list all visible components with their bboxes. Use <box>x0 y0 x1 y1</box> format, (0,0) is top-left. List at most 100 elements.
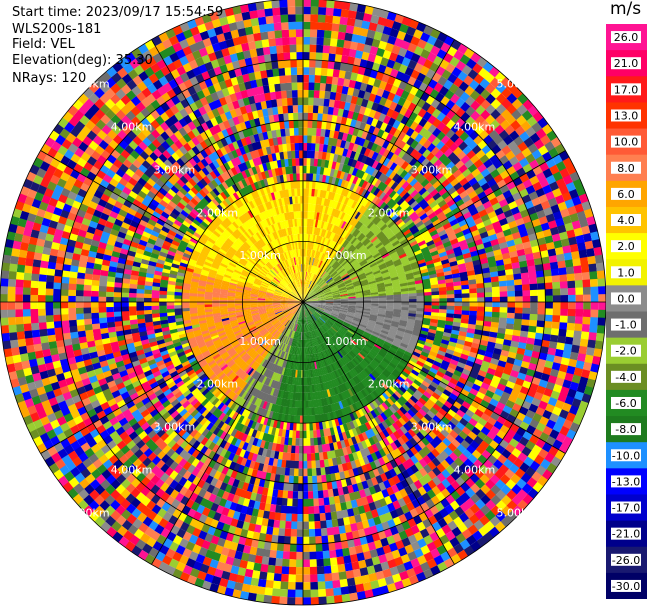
velocity-bin <box>280 573 289 582</box>
velocity-bin <box>321 284 329 290</box>
velocity-bin <box>328 281 336 287</box>
velocity-bin <box>567 308 576 317</box>
velocity-bin <box>298 453 303 462</box>
velocity-bin <box>352 184 359 193</box>
velocity-bin <box>312 498 320 507</box>
velocity-bin <box>319 270 325 278</box>
velocity-bin <box>392 119 402 130</box>
velocity-bin <box>364 219 373 228</box>
velocity-bin <box>377 260 386 267</box>
velocity-bin <box>552 281 561 290</box>
velocity-bin <box>340 204 347 213</box>
velocity-bin <box>315 276 321 284</box>
velocity-bin <box>447 186 457 196</box>
velocity-bin <box>318 269 324 277</box>
velocity-bin <box>337 108 345 117</box>
velocity-bin <box>322 45 331 54</box>
velocity-bin <box>339 62 348 72</box>
velocity-bin <box>313 166 318 174</box>
velocity-bin <box>311 283 317 290</box>
velocity-bin <box>560 302 569 310</box>
velocity-bin <box>461 288 470 295</box>
velocity-bin <box>370 248 379 255</box>
velocity-bin <box>421 230 430 238</box>
velocity-bin <box>311 257 315 266</box>
velocity-bin <box>304 385 308 393</box>
velocity-bin <box>567 280 576 289</box>
velocity-bin <box>383 185 391 195</box>
velocity-bin <box>312 490 319 499</box>
velocity-bin <box>320 159 326 168</box>
velocity-bin <box>384 177 393 186</box>
velocity-bin <box>316 277 322 285</box>
velocity-bin <box>309 52 317 60</box>
velocity-bin <box>506 285 515 292</box>
velocity-bin <box>375 162 383 171</box>
velocity-bin <box>396 208 405 217</box>
velocity-bin <box>305 287 309 295</box>
velocity-bin <box>328 207 334 216</box>
velocity-bin <box>342 213 348 222</box>
velocity-bin <box>305 415 310 424</box>
velocity-bin <box>307 280 311 288</box>
velocity-bin <box>317 251 321 260</box>
velocity-bin <box>303 188 307 196</box>
velocity-bin <box>431 294 440 299</box>
velocity-bin <box>488 129 500 141</box>
velocity-bin <box>306 249 309 257</box>
velocity-bin <box>323 254 329 263</box>
velocity-bin <box>374 254 382 261</box>
velocity-bin <box>404 194 414 204</box>
velocity-bin <box>334 54 343 63</box>
velocity-bin <box>305 264 308 272</box>
velocity-bin <box>451 222 461 231</box>
velocity-bin <box>310 453 316 461</box>
velocity-bin <box>431 137 442 147</box>
velocity-bin <box>386 151 395 161</box>
velocity-bin <box>418 127 429 137</box>
velocity-bin <box>441 191 451 200</box>
velocity-bin <box>313 250 317 259</box>
velocity-bin <box>581 271 591 281</box>
velocity-bin <box>307 289 312 296</box>
velocity-bin <box>317 235 321 244</box>
velocity-bin <box>332 107 340 116</box>
velocity-bin <box>469 208 479 217</box>
velocity-bin <box>375 23 386 34</box>
velocity-bin <box>348 10 358 20</box>
velocity-bin <box>295 559 303 568</box>
velocity-bin <box>318 6 327 16</box>
velocity-bin <box>329 91 337 101</box>
velocity-bin <box>315 289 323 294</box>
velocity-bin <box>314 287 321 293</box>
velocity-bin <box>315 59 323 68</box>
velocity-bin <box>490 168 501 179</box>
velocity-bin <box>582 279 591 289</box>
velocity-bin <box>399 106 409 116</box>
velocity-bin <box>371 160 380 170</box>
velocity-bin <box>338 186 344 195</box>
velocity-bin <box>382 166 390 176</box>
velocity-bin <box>387 117 397 127</box>
velocity-bin <box>521 284 530 292</box>
velocity-bin <box>336 266 344 273</box>
velocity-bin <box>363 228 371 237</box>
velocity-bin <box>431 168 441 178</box>
velocity-bin <box>318 212 323 221</box>
velocity-bin <box>369 203 378 213</box>
velocity-bin <box>499 285 508 293</box>
velocity-bin <box>431 233 440 241</box>
velocity-bin <box>358 187 365 196</box>
velocity-bin <box>288 551 297 560</box>
velocity-bin <box>408 211 418 220</box>
velocity-bin <box>379 223 388 232</box>
velocity-bin <box>346 255 354 262</box>
velocity-bin <box>460 207 470 216</box>
velocity-bin <box>312 283 318 291</box>
velocity-bin <box>312 284 318 291</box>
velocity-bin <box>349 247 357 254</box>
velocity-bin <box>304 287 307 295</box>
velocity-bin <box>412 160 422 170</box>
velocity-bin <box>292 483 299 492</box>
velocity-bin <box>341 239 348 247</box>
